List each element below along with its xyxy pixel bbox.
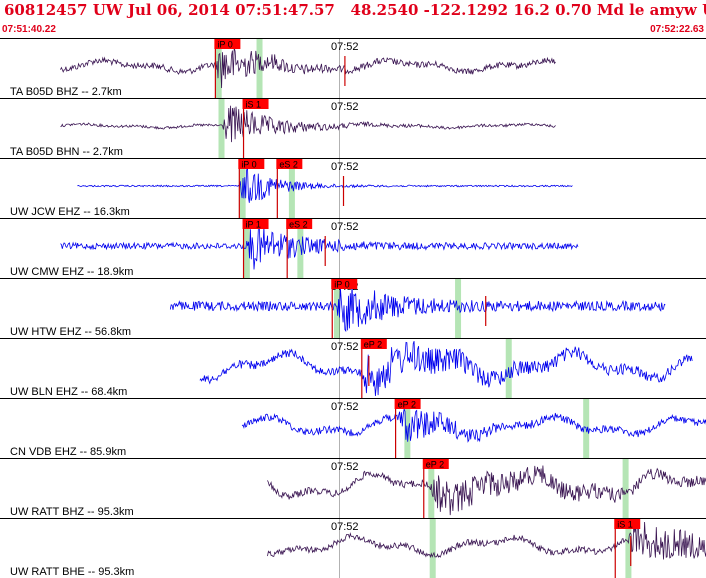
station-label: TA B05D BHN -- 2.7km: [10, 146, 123, 158]
gap-band: [218, 99, 225, 158]
phase-pick-label[interactable]: iP 0: [241, 160, 256, 170]
gap-band: [297, 219, 304, 278]
phase-pick-label[interactable]: eS 2: [279, 160, 298, 170]
gap-band: [404, 399, 411, 458]
window-start-time: 07:51:40.22: [2, 24, 56, 35]
seismogram-panels: 07:52 iP 0 TA B05D BHZ -- 2.7km 07:52 iS 1 TA…: [0, 38, 706, 578]
station-label: CN VDB EHZ -- 85.9km: [10, 446, 126, 458]
waveform-trace: [241, 408, 706, 443]
phase-pick-label[interactable]: iP 1: [246, 220, 261, 230]
station-label: UW RATT BHZ -- 95.3km: [10, 506, 134, 518]
station-label: TA B05D BHZ -- 2.7km: [10, 86, 122, 98]
phase-pick-box[interactable]: [242, 99, 269, 109]
phase-pick-box[interactable]: [242, 219, 269, 229]
phase-pick-box[interactable]: [238, 159, 265, 169]
station-panel: 07:52 iP 1 eS 2 UW CMW EHZ -- 18.9km: [0, 218, 706, 278]
event-header: 60812457 UW Jul 06, 2014 07:51:47.57 48.…: [0, 0, 706, 38]
phase-pick-label[interactable]: eS 2: [289, 220, 308, 230]
station-panel: 07:52 iS 1 UW RATT BHE -- 95.3km: [0, 518, 706, 578]
gap-band: [622, 459, 629, 518]
phase-pick-box[interactable]: [394, 399, 421, 409]
phase-pick-label[interactable]: iS 1: [246, 100, 262, 110]
station-panel: 07:52 iP 0 TA B05D BHZ -- 2.7km: [0, 38, 706, 98]
phase-pick-box[interactable]: [422, 459, 449, 469]
station-label: UW CMW EHZ -- 18.9km: [10, 266, 133, 278]
phase-pick-box[interactable]: [286, 219, 313, 229]
phase-pick-label[interactable]: eP 2: [364, 340, 382, 350]
event-title: 60812457 UW Jul 06, 2014 07:51:47.57 48.…: [4, 1, 706, 19]
gap-band: [288, 159, 295, 218]
station-panel: 07:52 eP 2 UW RATT BHZ -- 95.3km: [0, 458, 706, 518]
minute-label: 07:52: [331, 461, 359, 473]
station-label: UW HTW EHZ -- 56.8km: [10, 326, 131, 338]
phase-pick-label[interactable]: eP 2: [426, 460, 444, 470]
waveform-trace: [60, 105, 556, 143]
station-panel: 07:52 eP 2 CN VDB EHZ -- 85.9km: [0, 398, 706, 458]
station-label: UW BLN EHZ -- 68.4km: [10, 386, 127, 398]
minute-label: 07:52: [331, 341, 359, 353]
phase-pick-label[interactable]: iP 0: [334, 280, 349, 290]
minute-label: 07:52: [331, 101, 359, 113]
window-end-time: 07:52:22.63: [650, 24, 704, 35]
gap-band: [429, 519, 436, 578]
phase-pick-label[interactable]: iP 0: [217, 40, 232, 50]
station-panel: 07:52 iS 1 TA B05D BHN -- 2.7km: [0, 98, 706, 158]
phase-pick-box[interactable]: [614, 519, 641, 529]
waveform-trace: [267, 521, 706, 560]
phase-pick-box[interactable]: [360, 339, 387, 349]
minute-label: 07:52: [331, 41, 359, 53]
phase-pick-box[interactable]: [214, 39, 241, 49]
station-panel: 07:52 iP 0 eS 2 UW JCW EHZ -- 16.3km: [0, 158, 706, 218]
waveform-trace: [169, 282, 666, 333]
phase-pick-label[interactable]: iS 1: [617, 520, 633, 530]
waveform-trace: [267, 465, 706, 516]
waveform-trace: [199, 340, 693, 397]
minute-label: 07:52: [331, 221, 359, 233]
minute-label: 07:52: [331, 401, 359, 413]
station-label: UW RATT BHE -- 95.3km: [10, 566, 134, 578]
gap-band: [243, 219, 250, 278]
minute-label: 07:52: [331, 161, 359, 173]
phase-pick-box[interactable]: [331, 279, 358, 289]
station-label: UW JCW EHZ -- 16.3km: [10, 206, 130, 218]
waveform-trace: [60, 224, 579, 270]
phase-pick-box[interactable]: [276, 159, 303, 169]
phase-pick-label[interactable]: eP 2: [398, 400, 416, 410]
waveform-trace: [77, 166, 573, 203]
gap-band: [625, 519, 632, 578]
station-panel: 07:52 eP 2 UW BLN EHZ -- 68.4km: [0, 338, 706, 398]
waveform-trace: [60, 47, 556, 89]
minute-label: 07:52: [331, 521, 359, 533]
